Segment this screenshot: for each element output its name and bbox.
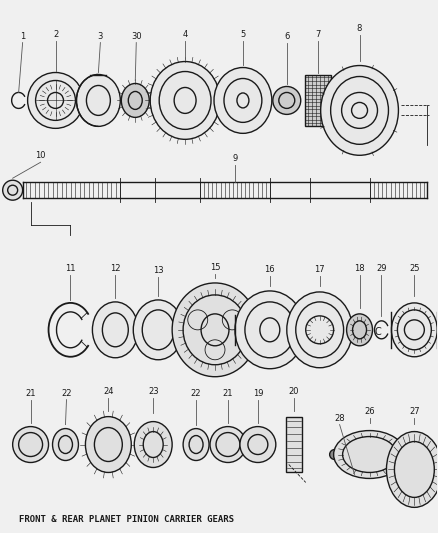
Ellipse shape xyxy=(334,431,406,479)
Text: 21: 21 xyxy=(25,389,36,398)
Text: 10: 10 xyxy=(35,151,46,160)
Ellipse shape xyxy=(53,429,78,461)
Text: 11: 11 xyxy=(65,264,76,273)
Bar xyxy=(286,417,302,472)
Ellipse shape xyxy=(134,422,172,467)
Ellipse shape xyxy=(287,292,353,368)
Text: 29: 29 xyxy=(376,264,387,273)
Text: 20: 20 xyxy=(289,386,299,395)
Circle shape xyxy=(330,449,339,459)
Text: 16: 16 xyxy=(265,265,275,274)
Text: 8: 8 xyxy=(357,23,362,33)
Circle shape xyxy=(3,180,23,200)
Ellipse shape xyxy=(133,300,183,360)
Ellipse shape xyxy=(214,68,272,133)
Text: 19: 19 xyxy=(253,389,263,398)
Text: 23: 23 xyxy=(148,386,159,395)
Ellipse shape xyxy=(386,432,438,507)
Circle shape xyxy=(273,86,301,115)
Circle shape xyxy=(28,72,83,128)
Ellipse shape xyxy=(92,302,138,358)
Ellipse shape xyxy=(77,75,120,126)
Text: 28: 28 xyxy=(334,414,345,423)
Circle shape xyxy=(210,426,246,463)
Text: 13: 13 xyxy=(153,266,163,275)
Text: 15: 15 xyxy=(210,263,220,272)
Ellipse shape xyxy=(235,291,305,369)
Text: 4: 4 xyxy=(183,30,188,38)
Text: 18: 18 xyxy=(354,264,365,273)
Text: 22: 22 xyxy=(61,389,72,398)
Text: 2: 2 xyxy=(53,30,58,38)
Text: 25: 25 xyxy=(409,264,420,273)
Text: 27: 27 xyxy=(409,407,420,416)
Text: 6: 6 xyxy=(284,31,290,41)
Text: 1: 1 xyxy=(20,31,25,41)
Ellipse shape xyxy=(183,429,209,461)
Text: 12: 12 xyxy=(110,264,120,273)
Ellipse shape xyxy=(150,61,220,139)
Text: 7: 7 xyxy=(315,30,320,38)
Text: 22: 22 xyxy=(191,389,201,398)
Ellipse shape xyxy=(85,417,131,472)
Text: 21: 21 xyxy=(223,389,233,398)
Circle shape xyxy=(13,426,49,463)
Text: FRONT & REAR PLANET PINION CARRIER GEARS: FRONT & REAR PLANET PINION CARRIER GEARS xyxy=(19,515,233,524)
Text: 5: 5 xyxy=(240,30,246,38)
Text: 17: 17 xyxy=(314,265,325,274)
Text: 26: 26 xyxy=(364,407,375,416)
Ellipse shape xyxy=(346,314,372,346)
Text: C: C xyxy=(374,327,381,337)
Ellipse shape xyxy=(321,66,399,155)
Bar xyxy=(305,75,331,126)
Circle shape xyxy=(240,426,276,463)
Ellipse shape xyxy=(172,283,258,377)
Text: 30: 30 xyxy=(131,31,141,41)
Ellipse shape xyxy=(392,303,437,357)
Text: 24: 24 xyxy=(103,386,113,395)
Ellipse shape xyxy=(121,84,149,117)
Text: 9: 9 xyxy=(232,154,237,163)
Text: 3: 3 xyxy=(98,31,103,41)
